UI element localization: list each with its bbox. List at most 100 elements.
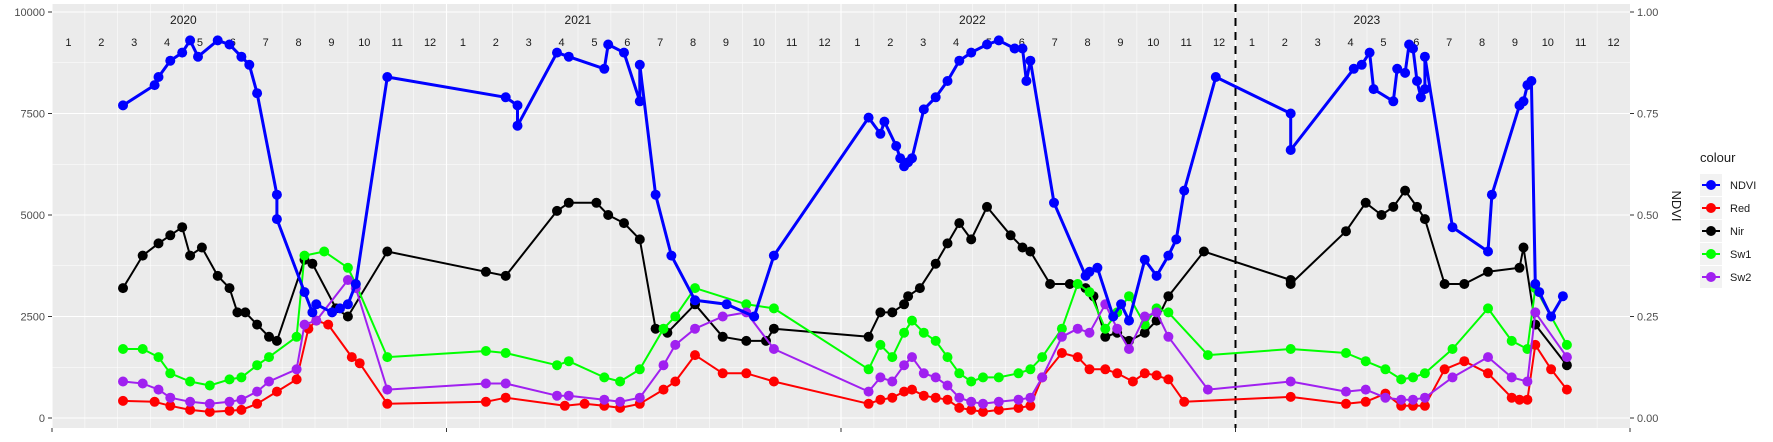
right-axis-title: NDVI — [1669, 190, 1684, 221]
data-point-sw2 — [1037, 372, 1048, 383]
data-point-nir — [741, 335, 752, 346]
data-point-nir — [1400, 185, 1411, 196]
data-point-red — [1112, 368, 1123, 379]
data-point-nir — [212, 270, 223, 281]
data-point-nir — [185, 250, 196, 261]
data-point-sw1 — [153, 352, 164, 363]
data-point-ndvi — [1017, 43, 1028, 54]
data-point-ndvi — [1124, 315, 1134, 326]
data-point-sw1 — [291, 331, 302, 342]
month-label: 10 — [1542, 37, 1554, 49]
series-sw1 — [118, 246, 1572, 391]
data-point-sw1 — [1360, 356, 1371, 367]
legend-key-point — [1706, 203, 1716, 213]
data-point-sw1 — [319, 246, 330, 257]
data-point-sw2 — [311, 315, 322, 326]
data-point-nir — [232, 307, 243, 318]
data-point-nir — [1025, 246, 1036, 257]
data-point-ndvi — [552, 47, 562, 58]
data-point-ndvi — [512, 120, 523, 131]
data-point-sw2 — [978, 398, 988, 409]
data-point-red — [768, 376, 779, 387]
data-point-ndvi — [863, 112, 874, 123]
legend-label: Sw2 — [1730, 272, 1751, 284]
data-point-nir — [196, 242, 207, 253]
data-point-nir — [903, 291, 914, 302]
data-point-ndvi — [1526, 76, 1537, 86]
data-point-sw2 — [942, 380, 953, 391]
data-point-nir — [650, 323, 661, 334]
data-point-sw1 — [252, 360, 263, 371]
data-point-sw2 — [954, 392, 965, 403]
data-point-sw2 — [500, 378, 511, 389]
data-point-sw2 — [863, 386, 874, 397]
data-point-ndvi — [768, 250, 779, 261]
data-point-ndvi — [299, 287, 310, 298]
data-point-nir — [1439, 279, 1450, 289]
data-point-ndvi — [1518, 96, 1529, 107]
data-point-ndvi — [350, 279, 361, 289]
data-point-red — [118, 395, 128, 406]
month-label: 4 — [164, 37, 170, 49]
data-point-sw2 — [1151, 307, 1162, 318]
data-point-sw2 — [165, 392, 176, 403]
data-point-red — [579, 398, 590, 409]
data-point-sw1 — [1056, 323, 1067, 334]
legend-key-point — [1706, 180, 1716, 190]
data-point-red — [954, 402, 965, 413]
data-point-nir — [966, 234, 977, 245]
data-point-red — [252, 398, 263, 409]
data-point-sw2 — [1025, 392, 1036, 403]
data-point-nir — [307, 258, 318, 269]
data-point-nir — [914, 283, 925, 294]
legend-label: Sw1 — [1730, 249, 1751, 261]
data-point-sw2 — [291, 364, 302, 375]
data-point-red — [271, 386, 282, 397]
month-label: 7 — [657, 37, 663, 49]
data-point-ndvi — [1483, 246, 1493, 257]
data-point-sw1 — [1100, 323, 1111, 334]
data-point-ndvi — [1108, 311, 1119, 322]
month-label: 11 — [391, 37, 402, 49]
data-point-red — [149, 396, 160, 407]
data-point-sw2 — [552, 390, 562, 401]
data-point-sw2 — [1419, 392, 1430, 403]
data-point-ndvi — [875, 128, 886, 139]
data-point-red — [1341, 398, 1351, 409]
data-point-nir — [480, 266, 491, 277]
data-point-ndvi — [244, 59, 255, 70]
data-point-sw2 — [1483, 352, 1493, 363]
data-point-ndvi — [1021, 76, 1032, 86]
year-label: 2023 — [1354, 13, 1381, 27]
month-label: 12 — [1213, 37, 1225, 49]
data-point-sw2 — [717, 311, 728, 322]
legend-item-nir: Nir — [1700, 220, 1744, 242]
data-point-ndvi — [165, 55, 176, 66]
data-point-sw1 — [634, 364, 645, 375]
data-point-ndvi — [212, 35, 223, 46]
data-point-nir — [382, 246, 393, 257]
data-point-sw2 — [1530, 307, 1541, 318]
data-point-ndvi — [1419, 84, 1430, 95]
data-point-ndvi — [271, 214, 282, 225]
month-label: 1 — [1249, 37, 1255, 49]
month-label: 4 — [1348, 37, 1354, 49]
data-point-red — [875, 394, 886, 405]
data-point-red — [966, 404, 977, 415]
y-tick-label: 0 — [39, 413, 45, 425]
data-point-ndvi — [563, 51, 574, 62]
data-point-ndvi — [603, 39, 614, 50]
data-point-sw2 — [1072, 323, 1083, 334]
data-point-nir — [717, 331, 728, 342]
data-point-red — [1360, 396, 1371, 407]
data-point-sw1 — [907, 315, 917, 326]
data-point-sw1 — [658, 323, 669, 334]
data-point-nir — [252, 319, 263, 330]
data-point-nir — [552, 205, 562, 216]
data-point-red — [382, 398, 393, 409]
y2-tick-label: 0.25 — [1637, 312, 1658, 324]
data-point-ndvi — [930, 92, 941, 103]
data-point-nir — [1100, 331, 1111, 342]
month-label: 3 — [1315, 37, 1321, 49]
data-point-nir — [137, 250, 148, 261]
